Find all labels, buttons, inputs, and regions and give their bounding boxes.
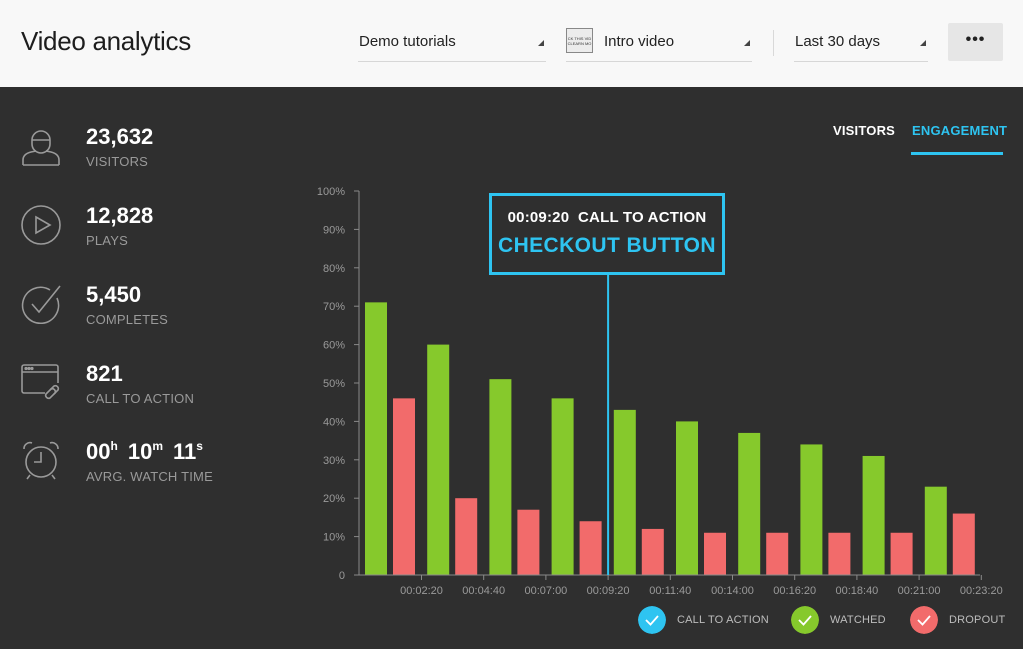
completes-value: 5,450	[86, 282, 142, 307]
engagement-chart: 0 10% 20% 30% 40% 50% 60% 70% 80% 90% 100% 00:02:20…	[317, 186, 1003, 597]
minutes-unit: m	[152, 439, 163, 453]
legend-label: DROPOUT	[949, 614, 1006, 626]
stat-completes: 5,450 COMPLETES	[0, 282, 300, 342]
video-select[interactable]: CK THIS VID CLEARN MO Intro video	[566, 26, 752, 62]
y-tick-label: 20%	[323, 493, 345, 505]
video-thumbnail: CK THIS VID CLEARN MO	[566, 28, 593, 53]
bar-dropout	[828, 532, 851, 575]
plays-value: 12,828	[86, 203, 154, 228]
bar-watched	[800, 444, 823, 575]
watch-hours: 00	[86, 439, 111, 464]
more-options-button[interactable]: •••	[948, 23, 1003, 61]
y-tick-label: 60%	[323, 340, 345, 352]
page-title: Video analytics	[21, 26, 191, 56]
y-tick-label: 90%	[323, 224, 345, 236]
user-icon	[22, 130, 60, 166]
bar-watched	[551, 398, 574, 575]
x-tick-label: 00:02:20	[400, 585, 443, 597]
x-tick-label: 00:04:40	[462, 585, 505, 597]
project-select-value: Demo tutorials	[359, 33, 456, 50]
bar-dropout	[890, 532, 913, 575]
watch-minutes: 10	[127, 439, 153, 464]
visitors-value: 23,632	[86, 124, 154, 149]
date-range-select[interactable]: Last 30 days	[794, 26, 928, 62]
x-tick-label: 00:23:20	[960, 585, 1003, 597]
x-tick-label: 00:18:40	[835, 585, 878, 597]
x-tick-label: 00:16:20	[773, 585, 816, 597]
bar-dropout	[766, 532, 789, 575]
check-icon	[791, 606, 819, 634]
stat-visitors: 23,632 VISITORS	[0, 124, 300, 184]
bar-dropout	[641, 528, 664, 575]
bar-watched	[365, 302, 387, 575]
bar-dropout	[952, 513, 975, 575]
callout-title: CHECKOUT BUTTON	[498, 234, 716, 257]
x-tick-label: 00:11:40	[649, 585, 691, 597]
cta-value: 821	[86, 361, 123, 386]
watch-time-label: AVRG. WATCH TIME	[86, 469, 213, 484]
y-tick-label: 10%	[323, 532, 345, 544]
bar-watched	[676, 421, 698, 575]
tab-engagement[interactable]: ENGAGEMENT	[912, 123, 1008, 138]
date-range-value: Last 30 days	[795, 33, 881, 50]
y-tick-label: 50%	[323, 378, 345, 390]
watch-seconds: 11	[172, 439, 197, 464]
check-icon	[910, 606, 938, 634]
active-tab-indicator	[911, 152, 1003, 155]
y-tick-label: 80%	[323, 263, 345, 275]
header-divider	[773, 30, 774, 56]
bar-dropout	[579, 521, 602, 575]
y-tick-label: 70%	[323, 301, 345, 313]
check-icon	[638, 606, 666, 634]
bar-watched	[924, 486, 947, 575]
caret-down-icon	[744, 40, 750, 46]
y-tick-label: 40%	[323, 416, 345, 428]
y-tick-label: 30%	[323, 455, 345, 467]
project-select[interactable]: Demo tutorials	[358, 26, 546, 62]
y-tick-label: 100%	[317, 186, 345, 198]
legend-label: WATCHED	[830, 614, 886, 626]
plays-label: PLAYS	[86, 233, 128, 248]
tab-visitors[interactable]: VISITORS	[833, 123, 896, 138]
callout-time: 00:09:20	[507, 209, 570, 226]
x-tick-label: 00:09:20	[587, 585, 630, 597]
stat-plays: 12,828 PLAYS	[0, 203, 300, 263]
bar-watched	[427, 344, 450, 575]
bar-dropout	[455, 498, 478, 575]
header: Video analytics Demo tutorials CK THIS V…	[0, 0, 1023, 87]
bar-dropout	[517, 509, 540, 575]
seconds-unit: s	[196, 439, 203, 453]
video-select-value: Intro video	[604, 33, 675, 50]
callout-header: 00:09:20 CALL TO ACTION	[492, 209, 722, 226]
stat-watch-time: 00h 10m 11s AVRG. WATCH TIME	[0, 439, 300, 499]
check-circle-icon	[21, 285, 61, 324]
play-icon	[21, 205, 61, 245]
bar-dropout	[393, 398, 415, 575]
x-tick-label: 00:14:00	[711, 585, 754, 597]
callout-type: CALL TO ACTION	[578, 209, 707, 226]
bar-dropout	[704, 532, 726, 575]
bar-watched	[489, 379, 512, 575]
hours-unit: h	[110, 439, 118, 453]
bar-watched	[862, 455, 885, 575]
watch-time-value: 00h 10m 11s	[86, 439, 213, 465]
bar-watched	[738, 432, 761, 575]
y-tick-label: 0	[339, 570, 345, 582]
cta-callout: 00:09:20 CALL TO ACTION CHECKOUT BUTTON	[489, 193, 725, 275]
visitors-label: VISITORS	[86, 154, 149, 169]
legend-label: CALL TO ACTION	[677, 614, 769, 626]
caret-down-icon	[920, 40, 926, 46]
stat-call-to-action: 821 CALL TO ACTION	[0, 361, 300, 421]
x-tick-label: 00:07:00	[524, 585, 567, 597]
caret-down-icon	[538, 40, 544, 46]
alarm-clock-icon	[23, 441, 59, 480]
cta-label: CALL TO ACTION	[86, 391, 195, 406]
x-tick-label: 00:21:00	[898, 585, 941, 597]
completes-label: COMPLETES	[86, 312, 168, 327]
browser-link-icon	[21, 364, 60, 400]
bar-watched	[613, 409, 636, 575]
